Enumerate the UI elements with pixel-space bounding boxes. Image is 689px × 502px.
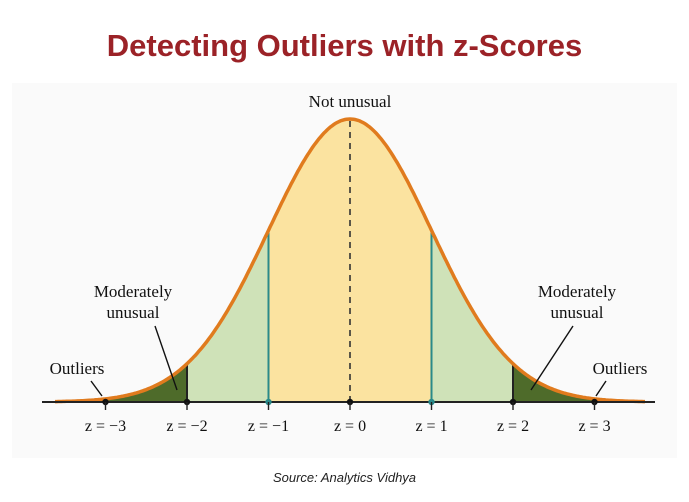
z-tick-label: z = 0 [334, 418, 366, 435]
z-tick-label: z = 1 [415, 418, 447, 435]
pointer-outliers-left [90, 380, 103, 397]
z-tick-label: z = 2 [497, 418, 529, 435]
normal-curve [55, 117, 645, 404]
chart-title: Detecting Outliers with z-Scores [106, 28, 583, 63]
label-moderately-unusual-left-line1: Moderately [94, 282, 173, 301]
region-not-unusual [268, 119, 432, 402]
pointer-moderate-left [154, 325, 178, 391]
z-tick-label: z = −2 [166, 418, 207, 435]
pointer-outliers-right [595, 380, 607, 397]
region-outlier-left [55, 363, 187, 402]
label-moderately-unusual-left-line2: unusual [107, 303, 160, 322]
label-moderately-unusual-right-line1: Moderately [538, 282, 617, 301]
region-outlier-right [513, 363, 645, 402]
label-not-unusual: Not unusual [309, 92, 392, 111]
source-caption: Source: Analytics Vidhya [272, 470, 417, 485]
z-tick-label: z = 3 [578, 418, 610, 435]
label-outliers-right: Outliers [593, 359, 648, 378]
z-tick-label: z = −3 [85, 418, 126, 435]
pointer-moderate-right [530, 325, 574, 391]
z-tick-label: z = −1 [248, 418, 289, 435]
label-moderately-unusual-right-line2: unusual [551, 303, 604, 322]
label-outliers-left: Outliers [50, 359, 105, 378]
